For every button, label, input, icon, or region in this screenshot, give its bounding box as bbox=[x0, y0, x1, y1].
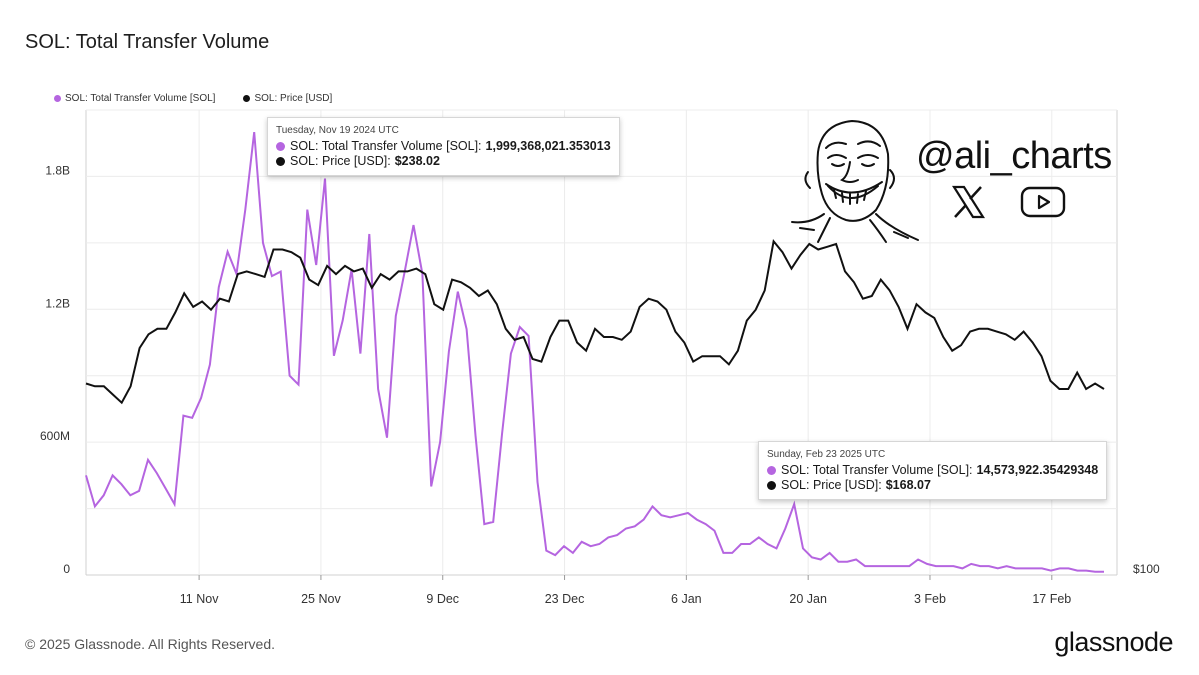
tooltip-dot-price bbox=[767, 481, 776, 490]
tooltip-dot-volume bbox=[276, 142, 285, 151]
legend-label-price: SOL: Price [USD] bbox=[254, 93, 333, 104]
x-tick-label: 11 Nov bbox=[180, 592, 219, 606]
tooltip-date: Sunday, Feb 23 2025 UTC bbox=[767, 449, 886, 460]
y-tick-label: 1.2B bbox=[45, 296, 70, 310]
series-line-price[interactable] bbox=[85, 238, 1105, 405]
tooltip-nov19: Tuesday, Nov 19 2024 UTC SOL: Total Tran… bbox=[267, 117, 620, 176]
legend-item-price[interactable]: SOL: Price [USD] bbox=[243, 93, 332, 104]
x-tick-label: 25 Nov bbox=[301, 592, 341, 606]
tooltip-price-row: SOL: Price [USD]: $168.07 bbox=[767, 478, 1098, 493]
y-axis-right-tick: $100 bbox=[1133, 562, 1160, 576]
x-tick-label: 20 Jan bbox=[789, 592, 827, 606]
x-tick-label: 17 Feb bbox=[1032, 592, 1071, 606]
y-tick-label: 0 bbox=[63, 562, 70, 576]
tooltip-volume-label: SOL: Total Transfer Volume [SOL]: bbox=[781, 463, 973, 477]
x-tick-label: 9 Dec bbox=[426, 592, 459, 606]
legend-item-volume[interactable]: SOL: Total Transfer Volume [SOL] bbox=[54, 93, 215, 104]
tooltip-price-value: $168.07 bbox=[885, 478, 931, 492]
tooltip-volume-row: SOL: Total Transfer Volume [SOL]: 14,573… bbox=[767, 463, 1098, 478]
rage-face-icon bbox=[790, 118, 920, 249]
x-axis: 11 Nov 25 Nov 9 Dec 23 Dec 6 Jan 20 Jan 3 Feb 1… bbox=[180, 110, 1071, 606]
tooltip-price-row: SOL: Price [USD]: $238.02 bbox=[276, 154, 611, 169]
x-tick-label: 3 Feb bbox=[914, 592, 946, 606]
social-icons bbox=[950, 184, 1066, 225]
y-tick-label: 600M bbox=[40, 429, 70, 443]
y-tick-label: 1.8B bbox=[45, 163, 70, 177]
x-tick-label: 23 Dec bbox=[545, 592, 585, 606]
tooltip-volume-row: SOL: Total Transfer Volume [SOL]: 1,999,… bbox=[276, 139, 611, 154]
y-axis-left: 0 600M 1.2B 1.8B bbox=[40, 163, 70, 576]
tooltip-dot-price bbox=[276, 157, 285, 166]
tooltip-price-value: $238.02 bbox=[394, 154, 440, 168]
tooltip-feb23: Sunday, Feb 23 2025 UTC SOL: Total Trans… bbox=[758, 441, 1108, 500]
tooltip-volume-value: 1,999,368,021.353013 bbox=[485, 139, 611, 153]
tooltip-price-label: SOL: Price [USD]: bbox=[290, 154, 391, 168]
rage-face-drawing bbox=[791, 119, 919, 243]
tooltip-price-label: SOL: Price [USD]: bbox=[781, 478, 882, 492]
tooltip-date: Tuesday, Nov 19 2024 UTC bbox=[276, 125, 399, 136]
tooltip-volume-value: 14,573,922.35429348 bbox=[976, 463, 1099, 477]
legend-dot-price bbox=[243, 95, 251, 102]
chart-title: SOL: Total Transfer Volume bbox=[25, 31, 270, 53]
legend: SOL: Total Transfer Volume [SOL] SOL: Pr… bbox=[54, 93, 332, 104]
tooltip-volume-label: SOL: Total Transfer Volume [SOL]: bbox=[290, 139, 482, 153]
legend-dot-volume bbox=[54, 95, 61, 102]
youtube-icon[interactable] bbox=[1020, 185, 1066, 224]
legend-label-volume: SOL: Total Transfer Volume [SOL] bbox=[65, 93, 216, 104]
copyright: © 2025 Glassnode. All Rights Reserved. bbox=[25, 636, 276, 652]
tooltip-dot-volume bbox=[767, 466, 776, 475]
x-tick-label: 6 Jan bbox=[671, 592, 702, 606]
watermark-handle: @ali_charts bbox=[916, 135, 1112, 177]
gridlines bbox=[85, 109, 1118, 576]
series-line-volume[interactable] bbox=[85, 131, 1105, 573]
x-logo-icon[interactable] bbox=[950, 184, 986, 225]
brand-logo[interactable]: glassnode bbox=[1054, 627, 1173, 657]
